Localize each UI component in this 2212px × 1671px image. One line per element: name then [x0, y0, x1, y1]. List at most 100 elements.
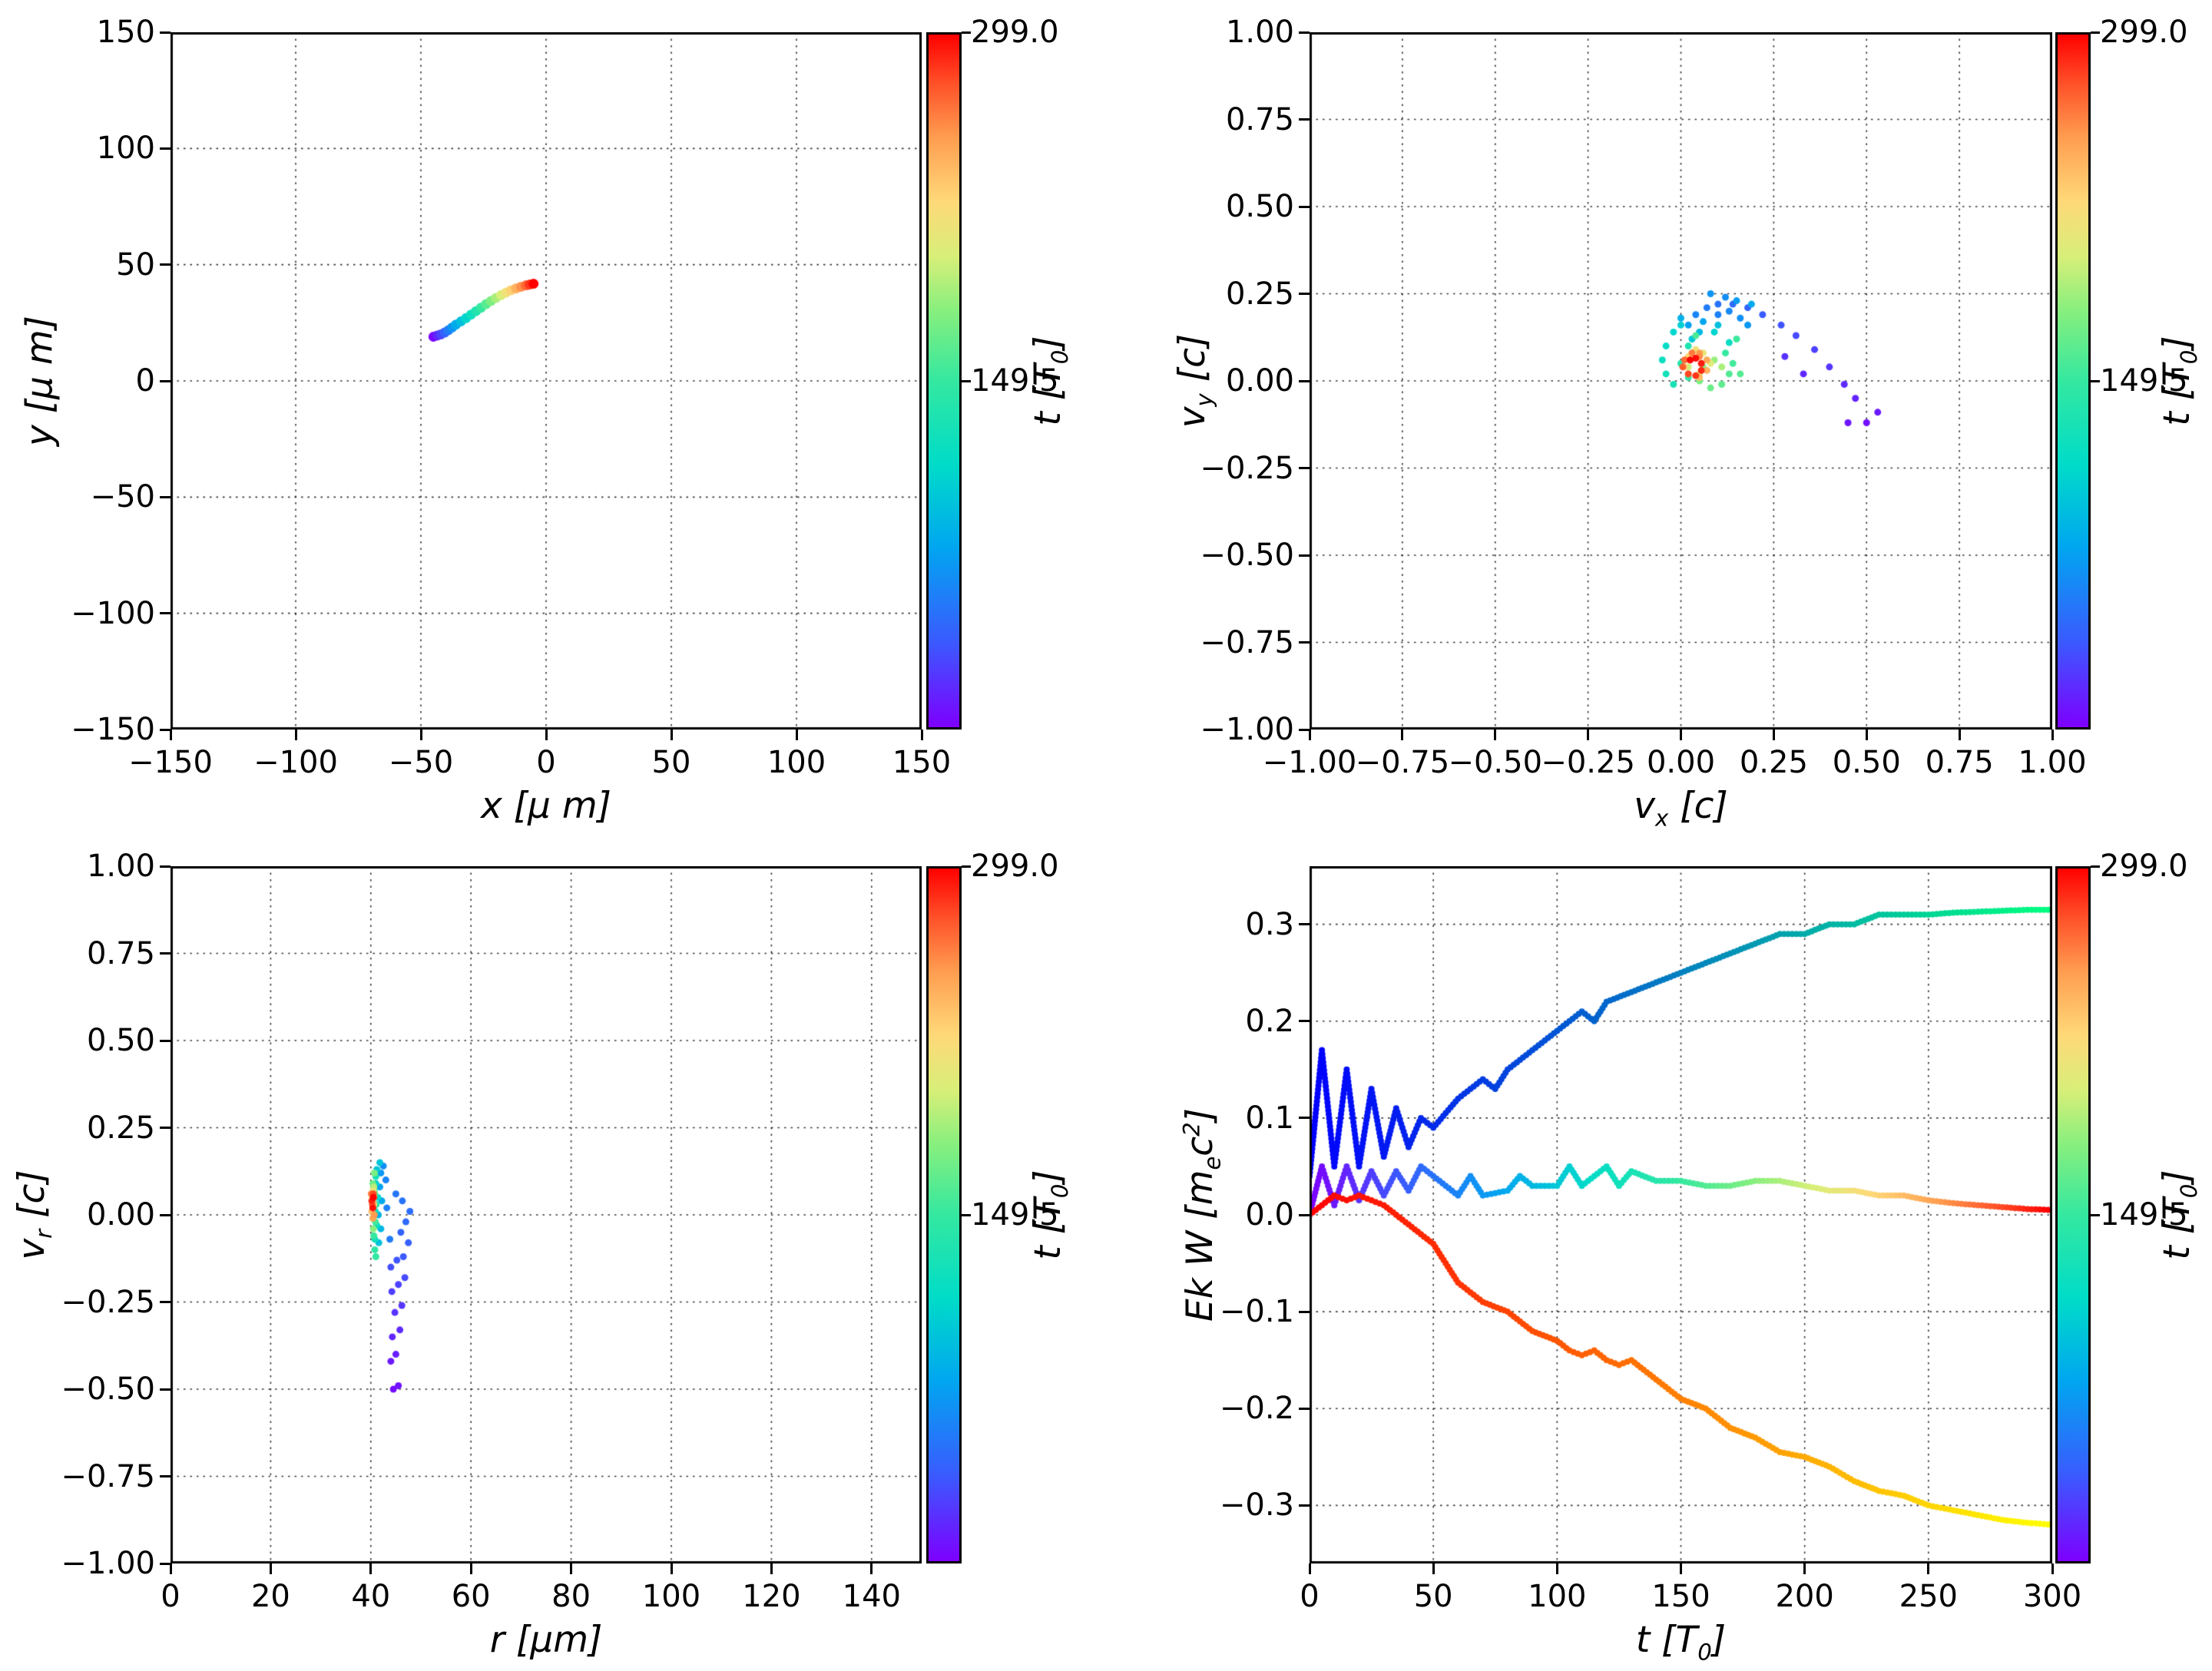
- colorbar-tick-label-max: 299.0: [971, 849, 1059, 884]
- x-tick-label: −1.00: [1262, 745, 1357, 780]
- y-tick-mark: [160, 31, 171, 34]
- colorbar-tick-mark: [962, 31, 971, 34]
- x-tick-mark: [1772, 730, 1775, 740]
- x-tick-mark: [1927, 1563, 1930, 1574]
- x-tick-mark: [419, 730, 422, 740]
- y-tick-label: 0.0: [1245, 1197, 1294, 1233]
- label-text: ]: [1711, 1619, 1727, 1661]
- y-tick-label: 0.2: [1245, 1003, 1294, 1039]
- y-tick-label: −0.3: [1219, 1487, 1294, 1524]
- x-tick-mark: [1494, 730, 1497, 740]
- x-tick-mark: [1308, 730, 1311, 740]
- y-tick-label: −1.00: [61, 1546, 155, 1581]
- colorbar-title: t [T0]: [2156, 1170, 2202, 1259]
- colorbar-tick-label-max: 299.0: [2100, 15, 2188, 50]
- colorbar-title: t [T0]: [1027, 336, 1073, 425]
- colorbar-tick-mark: [962, 1213, 971, 1216]
- x-tick-label: 150: [1651, 1579, 1710, 1614]
- y-tick-label: −0.1: [1219, 1294, 1294, 1330]
- x-tick-mark: [870, 1563, 873, 1574]
- colorbar-tick-label-max: 299.0: [2100, 849, 2188, 884]
- y-tick-mark: [160, 865, 171, 868]
- x-tick-mark: [1308, 1563, 1311, 1574]
- y-tick-mark: [1299, 1310, 1310, 1313]
- colorbar-gradient: [929, 35, 959, 727]
- x-axis-label: vx [c]: [1634, 785, 1728, 831]
- colorbar-tick-mark: [2091, 31, 2100, 34]
- label-text: y [μ m]: [18, 315, 61, 447]
- y-tick-mark: [1299, 1407, 1310, 1410]
- x-tick-mark: [269, 1563, 272, 1574]
- y-tick-label: 0.25: [86, 1110, 155, 1146]
- x-tick-label: 0.50: [1832, 745, 1901, 780]
- plot-canvas: [1310, 866, 2052, 1563]
- x-tick-label: −150: [128, 745, 213, 780]
- x-tick-label: 40: [351, 1579, 391, 1614]
- y-tick-mark: [160, 1562, 171, 1565]
- y-tick-label: 0: [135, 363, 155, 399]
- x-tick-mark: [1865, 730, 1868, 740]
- colorbar-gradient: [2058, 35, 2088, 727]
- y-tick-mark: [160, 263, 171, 266]
- x-tick-mark: [670, 1563, 673, 1574]
- x-tick-mark: [1803, 1563, 1806, 1574]
- plot-area: −1.00 −0.75 −0.50 −0.25 0.00 0.25 0.50 0.75 1.00…: [1200, 15, 2100, 780]
- colorbar-tick-label-mid: 149.5: [971, 1197, 1059, 1233]
- y-tick-label: −0.50: [1200, 538, 1294, 573]
- colorbar-title-text: t [T: [1026, 1198, 1069, 1260]
- x-axis-label: r [μm]: [490, 1619, 603, 1661]
- x-tick-mark: [1680, 730, 1682, 740]
- x-tick-mark: [670, 730, 673, 740]
- colorbar-tick-label-mid: 149.5: [971, 363, 1059, 399]
- y-tick-mark: [160, 1475, 171, 1477]
- y-tick-mark: [160, 1301, 171, 1303]
- x-tick-mark: [169, 730, 172, 740]
- label-text: v: [1634, 785, 1656, 827]
- x-tick-label: −0.50: [1448, 745, 1543, 780]
- x-tick-label: 0.00: [1646, 745, 1716, 780]
- x-tick-label: 50: [651, 745, 691, 780]
- y-tick-label: 0.75: [1225, 101, 1294, 137]
- x-tick-mark: [545, 730, 548, 740]
- y-tick-mark: [160, 495, 171, 498]
- x-tick-label: 0: [161, 1579, 180, 1614]
- colorbar: [2055, 32, 2091, 730]
- x-tick-mark: [1555, 1563, 1558, 1574]
- x-tick-label: −100: [253, 745, 338, 780]
- x-tick-label: 50: [1413, 1579, 1453, 1614]
- y-tick-label: 0.75: [86, 935, 155, 971]
- x-tick-label: 100: [767, 745, 826, 780]
- y-tick-label: −0.75: [61, 1458, 155, 1494]
- x-tick-label: 300: [2022, 1579, 2082, 1614]
- y-tick-mark: [1299, 728, 1310, 731]
- y-tick-label: 1.00: [1225, 15, 1294, 50]
- colorbar-title-close: ]: [2155, 1170, 2198, 1184]
- colorbar-gradient: [929, 869, 959, 1561]
- colorbar-tick-mark: [2091, 865, 2100, 868]
- y-tick-mark: [160, 1127, 171, 1129]
- y-tick-mark: [1299, 118, 1310, 121]
- y-tick-mark: [160, 728, 171, 731]
- x-tick-label: 120: [742, 1579, 801, 1614]
- colorbar: [2055, 866, 2091, 1563]
- plot-canvas: [171, 866, 922, 1563]
- y-tick-mark: [1299, 293, 1310, 295]
- y-tick-mark: [1299, 1020, 1310, 1023]
- x-tick-label: 200: [1775, 1579, 1834, 1614]
- label-superscript: 2: [1178, 1122, 1205, 1137]
- label-text: c: [1179, 1136, 1222, 1156]
- colorbar-gradient: [2058, 869, 2088, 1561]
- y-tick-label: 0.00: [1225, 363, 1294, 399]
- x-tick-mark: [570, 1563, 573, 1574]
- x-tick-label: −50: [388, 745, 454, 780]
- y-axis-label: vr [c]: [11, 1170, 57, 1259]
- x-tick-label: 20: [250, 1579, 290, 1614]
- colorbar-tick-mark: [962, 379, 971, 382]
- colorbar-tick-label-mid: 149.5: [2100, 363, 2188, 399]
- y-tick-mark: [1299, 1213, 1310, 1216]
- x-tick-mark: [1587, 730, 1590, 740]
- y-tick-mark: [160, 379, 171, 382]
- y-tick-mark: [1299, 467, 1310, 469]
- label-text: t [T: [1635, 1619, 1698, 1661]
